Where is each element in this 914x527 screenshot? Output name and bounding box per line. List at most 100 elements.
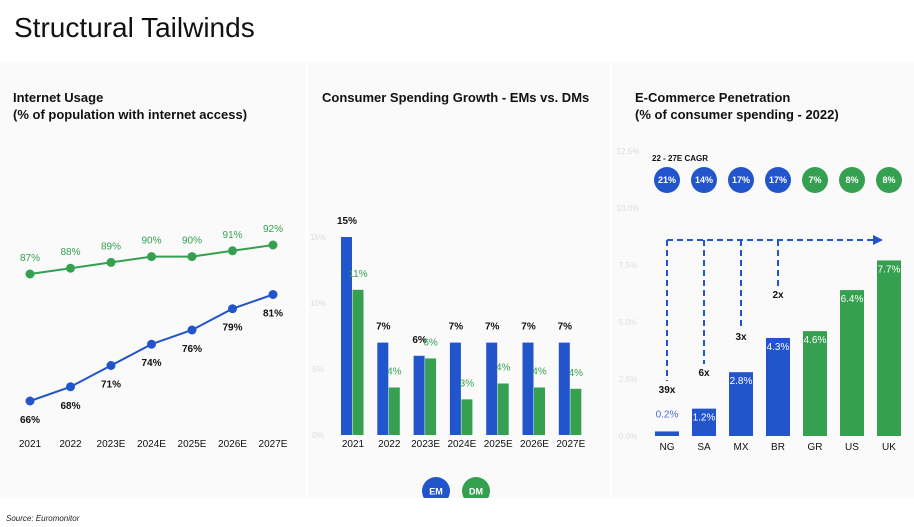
y-tick-label: 5%: [312, 365, 324, 374]
x-tick-label: 2027E: [259, 439, 288, 450]
cagr-value: 8%: [845, 175, 858, 185]
data-label: 4%: [532, 366, 547, 377]
x-tick-label: 2025E: [484, 439, 513, 450]
internet-usage-chart: 2021 2022 2023E 2024E 2025E 2026E 2027E 87% 88% 8…: [19, 224, 288, 450]
x-tick-label: 2026E: [520, 439, 549, 450]
cagr-value: 21%: [658, 175, 676, 185]
legend-label: EM: [429, 487, 443, 497]
cagr-bubble: [728, 167, 754, 193]
data-point: [187, 252, 197, 262]
data-label: 91%: [222, 230, 242, 241]
data-point: [268, 240, 278, 250]
cagr-bubble: [654, 167, 680, 193]
arrow-head: [873, 235, 883, 245]
y-tick-label: 15%: [310, 233, 326, 242]
data-label: 0.2%: [656, 409, 679, 420]
ecommerce-title: E-Commerce Penetration: [635, 90, 791, 105]
cagr-value: 14%: [695, 175, 713, 185]
x-tick-label: SA: [697, 442, 711, 453]
bar: [558, 342, 570, 435]
bar: [461, 399, 473, 435]
data-label: 3%: [460, 378, 475, 389]
bar: [729, 372, 753, 436]
bar: [449, 342, 461, 435]
x-tick-label: 2025E: [178, 439, 207, 450]
y-tick-label: 2.5%: [619, 375, 637, 384]
data-label: 88%: [60, 247, 80, 258]
data-label: 79%: [222, 323, 242, 334]
data-label: 6%: [412, 335, 427, 346]
cagr-value: 17%: [769, 175, 787, 185]
data-point: [268, 290, 278, 299]
data-point: [106, 257, 116, 267]
multiplier-label: 6x: [698, 368, 710, 379]
x-tick-label: 2022: [378, 439, 401, 450]
data-label: 76%: [182, 344, 202, 355]
data-label: 7%: [449, 322, 464, 333]
x-tick-label: GR: [808, 442, 823, 453]
internet-usage-title: Internet Usage: [13, 90, 104, 105]
data-label: 4.3%: [767, 342, 790, 353]
x-tick-label: NG: [660, 442, 675, 453]
data-label: 71%: [101, 380, 121, 391]
cagr-value: 17%: [732, 175, 750, 185]
data-label: 92%: [263, 224, 283, 235]
multiplier-label: 39x: [659, 385, 676, 396]
data-label: 68%: [60, 401, 80, 412]
data-label: 7.7%: [878, 264, 901, 275]
bar: [497, 383, 509, 435]
data-point: [147, 252, 156, 262]
data-label: 1.2%: [693, 413, 716, 424]
cagr-value: 7%: [808, 175, 821, 185]
data-label: 66%: [20, 415, 40, 426]
x-tick-label: 2024E: [447, 439, 476, 450]
x-tick-label: 2021: [342, 439, 365, 450]
data-label: 7%: [558, 322, 573, 333]
bar: [388, 387, 400, 435]
ecommerce-chart: 12.5% 10.0% 7.5% 5.0% 2.5% 0.0% 22 - 27E CAGR 0…: [617, 147, 902, 453]
data-label: 90%: [182, 236, 202, 247]
data-point: [106, 361, 116, 370]
y-tick-label: 0.0%: [619, 432, 637, 441]
ecommerce-panel: E-Commerce Penetration (% of consumer sp…: [612, 62, 914, 498]
source-note: Source: Euromonitor: [6, 514, 80, 523]
x-tick-label: US: [845, 442, 859, 453]
bar: [352, 289, 364, 435]
data-label: 6%: [423, 337, 438, 348]
y-tick-label: 5.0%: [619, 318, 637, 327]
data-label: 74%: [141, 358, 161, 369]
consumer-spending-title: Consumer Spending Growth - EMs vs. DMs: [322, 90, 590, 105]
y-tick-label: 10%: [310, 299, 326, 308]
y-tick-label: 10.0%: [617, 204, 640, 213]
cagr-value: 8%: [882, 175, 895, 185]
bar: [840, 290, 864, 436]
bar: [570, 388, 582, 435]
data-label: 15%: [337, 216, 357, 227]
data-label: 4%: [496, 363, 511, 374]
x-tick-label: 2021: [19, 439, 42, 450]
bar: [486, 342, 498, 435]
data-label: 4%: [387, 366, 402, 377]
legend-marker: [462, 477, 490, 498]
x-tick-label: 2027E: [556, 439, 585, 450]
data-point: [147, 339, 156, 349]
data-point: [25, 396, 35, 406]
data-point: [228, 246, 237, 256]
legend-marker: [422, 477, 450, 498]
data-point: [66, 382, 75, 392]
bar: [425, 358, 437, 435]
x-tick-label: 2024E: [137, 439, 166, 450]
cagr-bubble: [765, 167, 791, 193]
cagr-bubble: [802, 167, 828, 193]
bar: [803, 331, 827, 436]
consumer-spending-panel: Consumer Spending Growth - EMs vs. DMs 1…: [308, 62, 610, 498]
data-label: 7%: [485, 322, 500, 333]
bar: [413, 355, 425, 435]
cagr-bubble: [876, 167, 902, 193]
y-tick-label: 7.5%: [619, 261, 637, 270]
bar: [522, 342, 534, 435]
page-title: Structural Tailwinds: [14, 12, 255, 43]
bar: [877, 260, 901, 436]
data-label: 89%: [101, 241, 121, 252]
bar: [766, 337, 790, 436]
